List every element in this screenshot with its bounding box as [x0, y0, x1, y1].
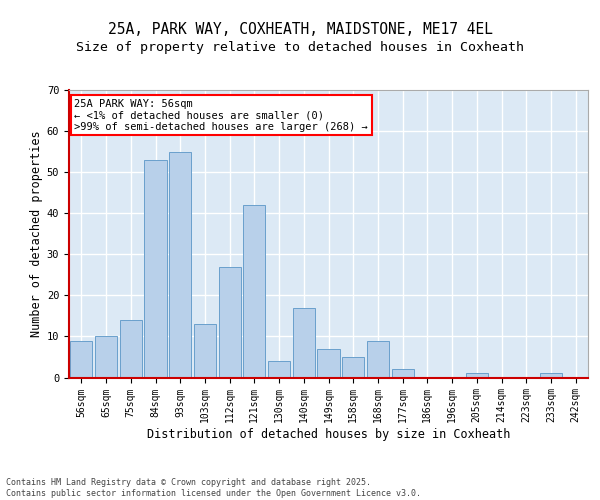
- Text: Size of property relative to detached houses in Coxheath: Size of property relative to detached ho…: [76, 41, 524, 54]
- Bar: [194, 324, 216, 378]
- Text: 25A, PARK WAY, COXHEATH, MAIDSTONE, ME17 4EL: 25A, PARK WAY, COXHEATH, MAIDSTONE, ME17…: [107, 22, 493, 38]
- Bar: [392, 370, 414, 378]
- Bar: [293, 308, 315, 378]
- Bar: [169, 152, 191, 378]
- Bar: [268, 361, 290, 378]
- Bar: [317, 349, 340, 378]
- Bar: [218, 266, 241, 378]
- Y-axis label: Number of detached properties: Number of detached properties: [29, 130, 43, 337]
- Bar: [95, 336, 117, 378]
- Bar: [540, 374, 562, 378]
- Bar: [367, 340, 389, 378]
- Bar: [119, 320, 142, 378]
- X-axis label: Distribution of detached houses by size in Coxheath: Distribution of detached houses by size …: [147, 428, 510, 441]
- Bar: [243, 205, 265, 378]
- Text: Contains HM Land Registry data © Crown copyright and database right 2025.
Contai: Contains HM Land Registry data © Crown c…: [6, 478, 421, 498]
- Text: 25A PARK WAY: 56sqm
← <1% of detached houses are smaller (0)
>99% of semi-detach: 25A PARK WAY: 56sqm ← <1% of detached ho…: [74, 98, 368, 132]
- Bar: [466, 374, 488, 378]
- Bar: [70, 340, 92, 378]
- Bar: [145, 160, 167, 378]
- Bar: [342, 357, 364, 378]
